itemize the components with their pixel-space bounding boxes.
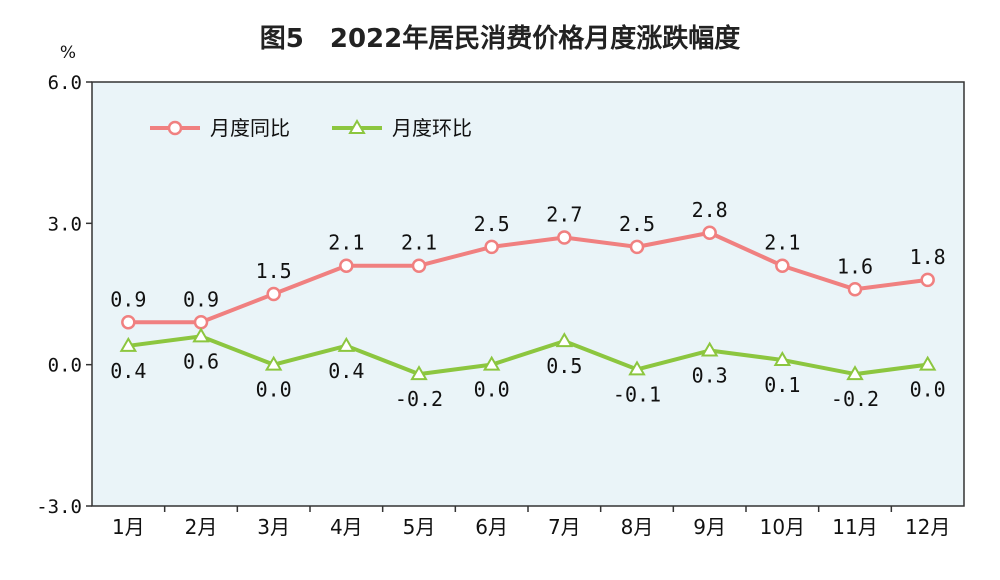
series-yoy: 0.9 0.9 1.5 2.1 2.1 2.5 2.7 2.5 2.8 2.1 1.6 1.8 [110, 198, 946, 330]
data-label: 1.6 [837, 254, 873, 278]
data-point [266, 286, 281, 302]
data-point [918, 355, 937, 371]
data-point [702, 225, 717, 241]
data-label: 0.0 [256, 378, 292, 402]
data-label: 2.5 [474, 212, 510, 236]
data-label: 2.5 [619, 212, 655, 236]
x-tick-label: 6月 [475, 515, 508, 539]
data-label: 0.1 [764, 373, 800, 397]
data-point [773, 350, 792, 366]
x-tick-label: 2月 [185, 515, 218, 539]
data-label: 0.5 [546, 354, 582, 378]
legend-item: 月度环比 [332, 116, 472, 140]
data-label: 0.4 [110, 359, 146, 383]
data-label: 1.5 [256, 259, 292, 283]
data-label: 1.8 [910, 245, 946, 269]
data-point [775, 258, 790, 273]
x-tick-label: 3月 [257, 515, 290, 539]
y-tick-label: 6.0 [48, 72, 82, 94]
series-line [128, 334, 928, 377]
data-point [920, 272, 935, 288]
x-tick-label: 9月 [693, 515, 726, 539]
legend: 月度同比 月度环比 [150, 116, 472, 140]
data-point [628, 360, 646, 376]
x-tick-label: 4月 [330, 515, 363, 539]
plot-area [91, 81, 965, 507]
data-label: 0.4 [328, 359, 364, 383]
data-point [411, 258, 427, 273]
data-point [264, 355, 283, 371]
x-tick-label: 7月 [548, 515, 581, 539]
data-label: 0.9 [110, 287, 146, 311]
legend-label: 月度同比 [210, 116, 290, 140]
data-label: 0.3 [692, 364, 728, 388]
tick-labels: -3.0 0.0 3.0 6.0% 1月 2月 3月 4月 5月 6月 7月 8月 9月 10月 11月 12… [36, 43, 950, 539]
axes [86, 81, 893, 512]
y-axis-unit: % [60, 43, 76, 63]
data-point [192, 327, 210, 343]
data-point [119, 336, 138, 352]
x-tick-label: 12月 [905, 515, 950, 539]
data-point [339, 258, 354, 273]
data-point [484, 239, 499, 255]
data-point [121, 315, 136, 330]
data-point [700, 341, 719, 357]
data-point [348, 119, 366, 134]
data-label: 2.1 [401, 231, 437, 255]
x-tick-label: 5月 [403, 515, 436, 539]
data-label: 2.1 [764, 231, 800, 255]
data-label: 0.6 [183, 349, 219, 373]
data-point [193, 315, 209, 330]
y-tick-label: -3.0 [36, 496, 82, 518]
data-label: -0.1 [613, 382, 661, 406]
data-point [337, 336, 356, 352]
data-label: 2.8 [692, 198, 728, 222]
x-tick-label: 8月 [621, 515, 654, 539]
x-tick-label: 1月 [112, 515, 145, 539]
data-label: 2.1 [328, 231, 364, 255]
data-point [557, 230, 572, 245]
data-label: 0.0 [910, 378, 946, 402]
data-label: -0.2 [395, 387, 443, 411]
data-point [847, 282, 863, 297]
series-layer: 0.9 0.91.52.1 2.12.5 2.7 2.52.82.11.6 1.80.4 0… [110, 198, 945, 411]
data-point [482, 355, 501, 371]
x-tick-label: 11月 [832, 515, 877, 539]
y-tick-label: 3.0 [48, 213, 82, 235]
data-point [410, 365, 428, 381]
data-label: 2.7 [546, 202, 582, 226]
x-tick-label: 10月 [760, 515, 805, 539]
data-label: 0.0 [474, 378, 510, 402]
legend-item: 月度同比 [150, 116, 290, 140]
data-point [555, 332, 574, 348]
legend-label: 月度环比 [392, 116, 472, 140]
series-line [128, 230, 928, 325]
data-point [846, 365, 864, 381]
data-label: -0.2 [831, 387, 879, 411]
data-point [629, 239, 645, 255]
series-mom: 0.4 0.6 0.0 0.4 -0.2 0.0 0.5 -0.1 0.3 0.1 -0.2 0.0 [110, 327, 946, 411]
chart-title: 图5 2022年居民消费价格月度涨跌幅度 [259, 24, 741, 54]
y-tick-label: 0.0 [48, 355, 82, 377]
data-point [167, 120, 183, 136]
data-label: 0.9 [183, 287, 219, 311]
